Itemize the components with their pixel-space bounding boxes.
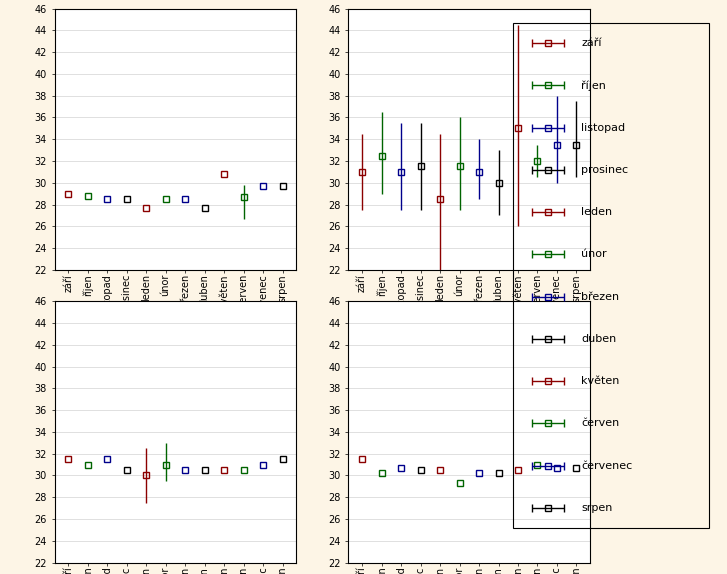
Text: únor: únor: [582, 249, 607, 259]
Text: srpen: srpen: [582, 503, 613, 513]
Text: říjen: říjen: [582, 80, 606, 91]
Text: duben: duben: [582, 334, 616, 344]
X-axis label: Rok: 2008: Rok: 2008: [144, 323, 207, 336]
Text: prosinec: prosinec: [582, 165, 628, 175]
Text: květen: květen: [582, 376, 619, 386]
Text: leden: leden: [582, 207, 612, 217]
Text: březen: březen: [582, 292, 619, 302]
Text: červen: červen: [582, 418, 619, 428]
Text: červenec: červenec: [582, 460, 632, 471]
Text: listopad: listopad: [582, 123, 625, 133]
X-axis label: Rok: 2009: Rok: 2009: [438, 323, 501, 336]
Text: září: září: [582, 38, 602, 48]
